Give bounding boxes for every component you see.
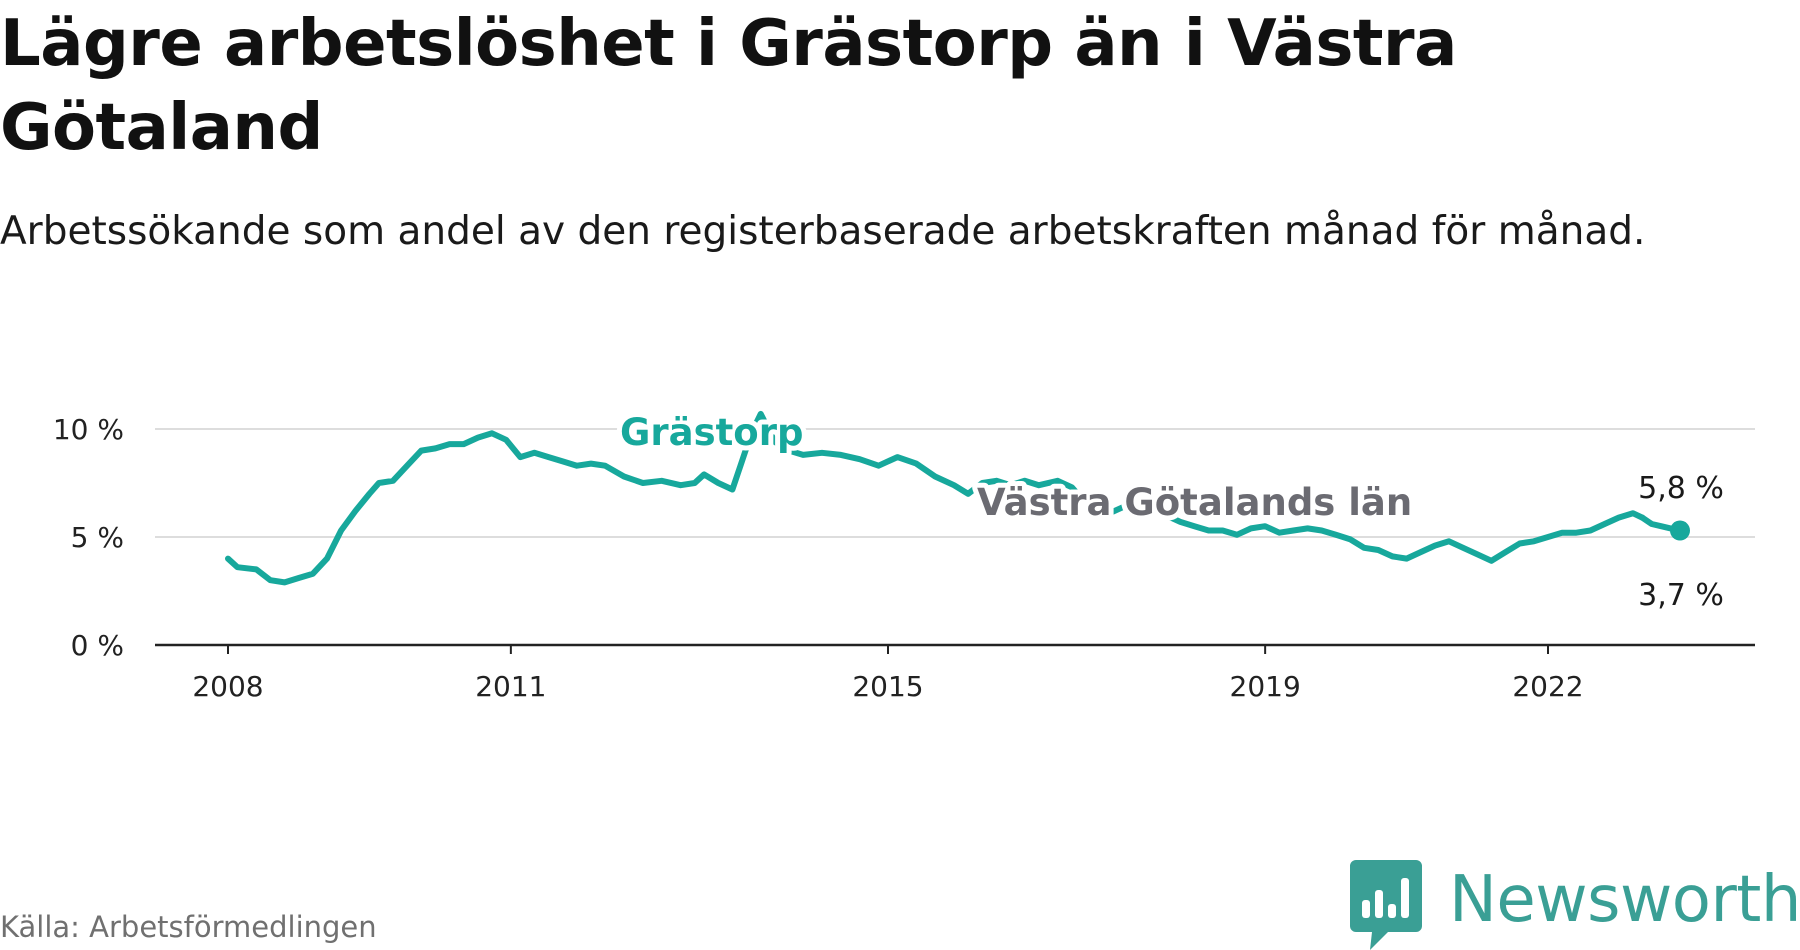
series-lines (225, 410, 1690, 586)
vastra-gotaland-end-value: 5,8 % (1638, 471, 1724, 506)
x-tick-label: 2011 (475, 670, 546, 703)
x-tick-label: 2019 (1230, 670, 1301, 703)
grastorp-end-marker (1670, 520, 1690, 541)
chart-title: Lägre arbetslöshet i Grästorp än i Västr… (0, 7, 1457, 165)
grastorp-line (225, 410, 1646, 586)
grastorp-series-label: Grästorp (620, 411, 803, 454)
vastra-gotaland-series-label: Västra Götalands län (977, 481, 1412, 524)
axes: 0 % 5 % 10 % 2008 2011 2015 2019 2022 (53, 413, 1755, 703)
x-tick-label: 2008 (192, 670, 263, 703)
x-tick-label: 2022 (1512, 670, 1583, 703)
source-note: Källa: Arbetsförmedlingen (0, 910, 377, 944)
grastorp-end-value: 3,7 % (1638, 578, 1724, 613)
grastorp-series-label-halo: Grästorp (620, 411, 803, 454)
chart-subtitle: Arbetssökande som andel av den registerb… (0, 209, 1646, 254)
vastra-gotaland-series-label-halo: Västra Götalands län (977, 481, 1412, 524)
brand-name: Newsworthy (1449, 863, 1800, 937)
newsworthy-logo-icon (1350, 860, 1422, 950)
y-tick-label: 5 % (71, 521, 124, 554)
gridlines (155, 428, 1755, 538)
brand-logo[interactable]: Newsworthy (1350, 860, 1800, 950)
y-tick-label: 10 % (53, 413, 124, 446)
y-tick-label: 0 % (71, 629, 124, 662)
x-tick-label: 2015 (852, 670, 923, 703)
